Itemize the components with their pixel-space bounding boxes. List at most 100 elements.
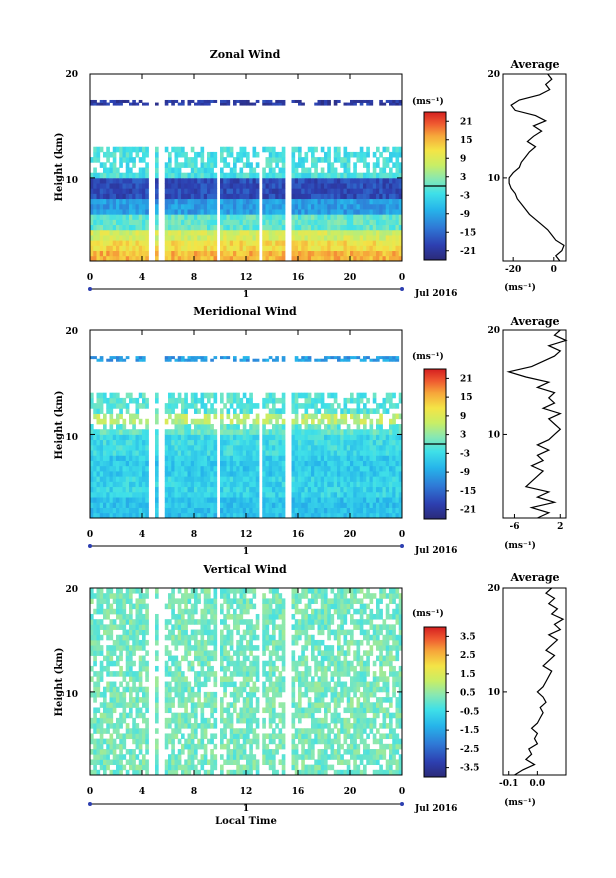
heatmap-cell [292,235,296,241]
heatmap-cell [142,209,146,215]
heatmap-cell [214,754,218,760]
heatmap-cell [168,754,172,760]
heatmap-cell [327,209,331,215]
heatmap-cell [110,502,114,508]
heatmap-cell [165,492,169,498]
heatmap-cell [396,157,400,163]
heatmap-cell [188,492,192,498]
heatmap-cell [181,414,185,420]
heatmap-cell [295,749,299,755]
heatmap-cell [233,245,237,251]
heatmap-cell [363,419,367,425]
heatmap-cell [184,424,188,430]
heatmap-cell [113,188,117,194]
heatmap-cell [373,749,377,755]
heatmap-cell [292,403,296,409]
heatmap-cell [93,157,97,163]
heatmap-cell [379,183,383,189]
heatmap-cell [266,744,270,750]
heatmap-cell [207,481,211,487]
heatmap-cell [308,749,312,755]
heatmap-cell [376,476,380,482]
heatmap-cell [298,214,302,220]
heatmap-cell [246,466,250,472]
heatmap-cell [262,718,266,724]
heatmap-cell [191,744,195,750]
heatmap-cell [142,235,146,241]
heatmap-cell [389,492,393,498]
heatmap-cell [106,445,110,451]
heatmap-cell [308,398,312,404]
heatmap-cell [396,214,400,220]
heatmap-cell [139,219,143,225]
heatmap-cell [360,476,364,482]
heatmap-cell [139,393,143,399]
heatmap-cell [129,225,133,231]
heatmap-cell [243,393,247,399]
heatmap-cell [201,476,205,482]
heatmap-cell [142,240,146,246]
heatmap-cell [214,219,218,225]
heatmap-cell [246,356,250,359]
heatmap-cell [103,100,107,103]
heatmap-cell [363,219,367,225]
heatmap-cell [175,733,179,739]
heatmap-cell [246,251,250,257]
heatmap-cell [106,152,110,158]
heatmap-cell [132,440,136,446]
heatmap-cell [204,173,208,179]
heatmap-cell [123,707,127,713]
heatmap-cell [389,450,393,456]
heatmap-cell [145,455,149,461]
heatmap-cell [347,728,351,734]
heatmap-cell [275,199,279,205]
heatmap-cell [383,476,387,482]
heatmap-cell [171,749,175,755]
heatmap-cell [145,147,149,153]
heatmap-cell [363,359,367,362]
heatmap-cell [279,230,283,236]
heatmap-cell [386,408,390,414]
colorbar-tick-label: 9 [460,154,466,164]
heatmap-cell [249,744,253,750]
heatmap-cell [344,445,348,451]
heatmap-cell [168,455,172,461]
heatmap-cell [100,147,104,153]
heatmap-cell [197,759,201,765]
heatmap-cell [376,193,380,199]
heatmap-cell [139,188,143,194]
heatmap-cell [373,718,377,724]
heatmap-cell [123,188,127,194]
heatmap-cell [334,492,338,498]
heatmap-cell [116,393,120,399]
heatmap-cell [383,713,387,719]
heatmap-cell [210,100,214,103]
heatmap-cell [366,466,370,472]
heatmap-cell [324,450,328,456]
heatmap-cell [204,168,208,174]
heatmap-cell [334,445,338,451]
heatmap-cell [119,744,123,750]
heatmap-cell [142,697,146,703]
heatmap-cell [256,251,260,257]
heatmap-cell [119,739,123,745]
heatmap-cell [240,178,244,184]
heatmap-cell [298,147,302,153]
heatmap-cell [178,147,182,153]
heatmap-cell [126,168,130,174]
heatmap-cell [311,728,315,734]
heatmap-cell [383,408,387,414]
heatmap-cell [233,219,237,225]
heatmap-cell [106,408,110,414]
heatmap-cell [145,759,149,765]
heatmap-cell [210,723,214,729]
heatmap-cell [230,147,234,153]
heatmap-cell [370,251,374,257]
heatmap-cell [292,759,296,765]
heatmap-cell [197,429,201,435]
heatmap-cell [373,759,377,765]
heatmap-cell [171,450,175,456]
heatmap-cell [363,204,367,210]
heatmap-cell [197,481,201,487]
heatmap-cell [262,476,266,482]
